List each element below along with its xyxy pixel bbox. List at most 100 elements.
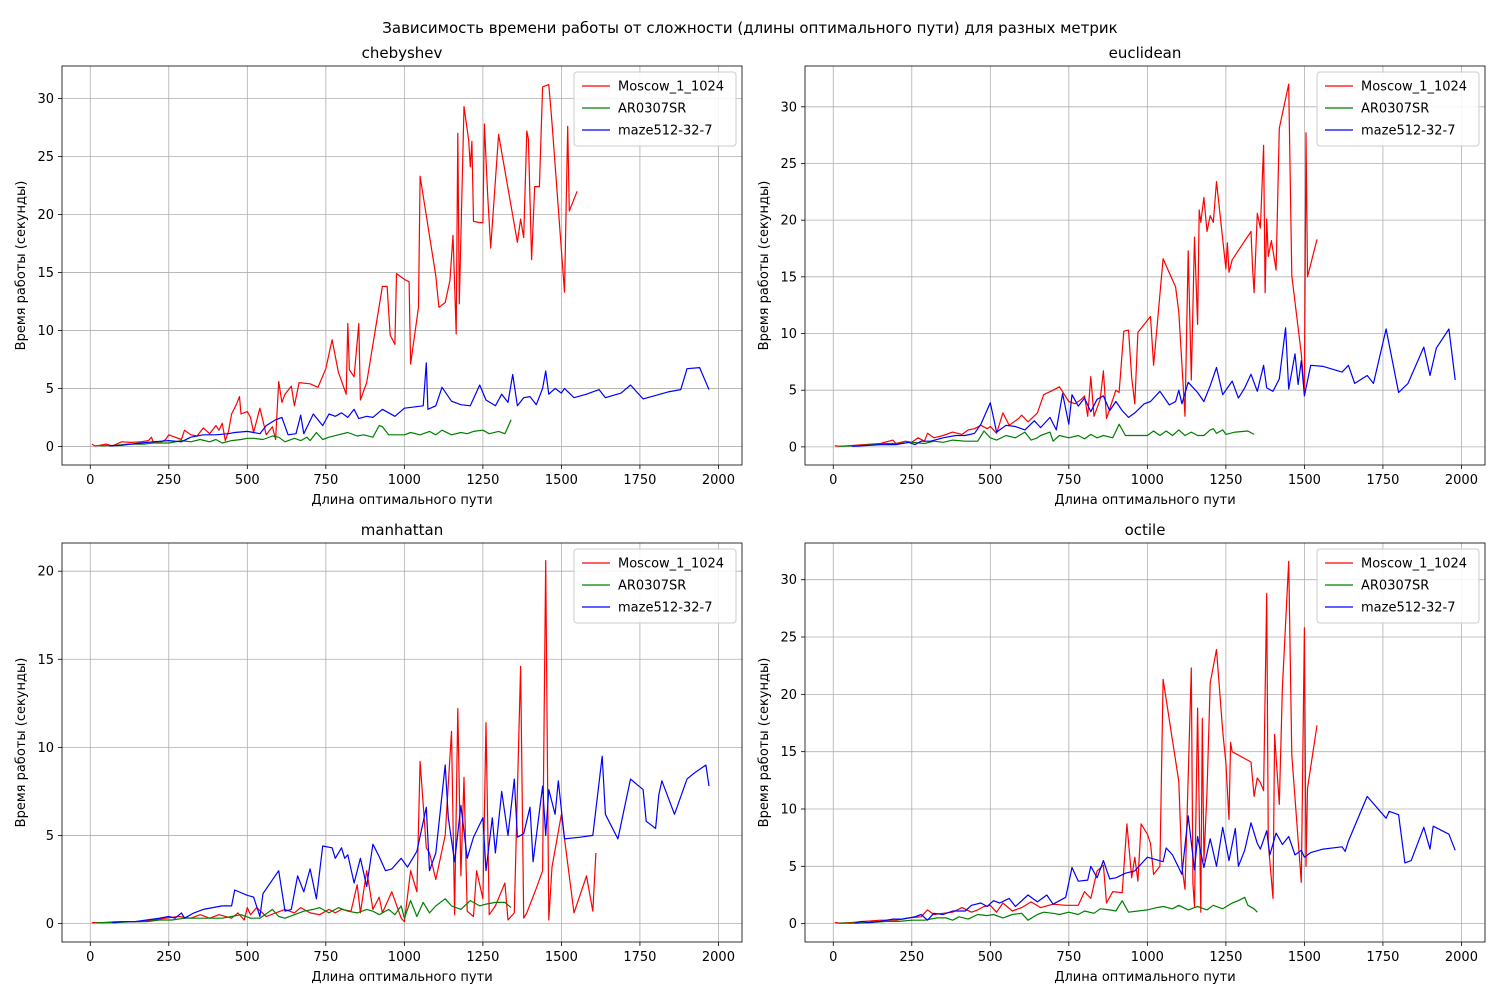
- chart-2-series-line-1: [834, 83, 1318, 447]
- chart-1-xtick-label: 1750: [623, 473, 656, 488]
- chart-1-xlabel: Длина оптимального пути: [311, 493, 492, 508]
- chart-2-xtick-label: 1500: [1288, 473, 1321, 488]
- chart-1-ytick-label: 25: [37, 150, 54, 165]
- chart-2-legend-entry: Moscow_1_1024: [1361, 80, 1467, 95]
- chart-3-legend-entry: maze512-32-7: [618, 601, 712, 616]
- chart-2-series-line-3: [852, 327, 1456, 447]
- chart-4-plot-area: [834, 560, 1456, 924]
- chart-4-ytick-label: 25: [780, 631, 797, 646]
- chart-4-ytick-label: 10: [780, 803, 797, 818]
- chart-1-legend-entry: maze512-32-7: [618, 124, 712, 139]
- chart-1-series-line-1: [91, 84, 578, 447]
- chart-1-ytick-label: 0: [46, 440, 54, 455]
- chart-2-series-line-2: [839, 423, 1255, 447]
- chart-1-series-line-3: [109, 362, 710, 447]
- chart-3: 0 250 500 750 1000 1250 1500 1750 2000 0 5 10 15 20 ma…: [14, 521, 743, 985]
- chart-2-grid: [805, 66, 1485, 465]
- chart-1-ytick-label: 30: [37, 92, 54, 107]
- chart-4-xtick-label: 1000: [1131, 950, 1164, 965]
- chart-1-ytick-label: 20: [37, 208, 54, 223]
- chart-1-xtick-label: 750: [313, 473, 338, 488]
- chart-3-xtick-label: 500: [235, 950, 260, 965]
- chart-4-xlabel: Длина оптимального пути: [1054, 970, 1235, 985]
- chart-4-xtick-label: 750: [1056, 950, 1081, 965]
- chart-3-xtick-label: 250: [156, 950, 181, 965]
- chart-3-axes-frame: [61, 542, 743, 943]
- chart-1-xtick-label: 2000: [702, 473, 735, 488]
- chart-1-xtick-label: 1000: [388, 473, 421, 488]
- chart-3-xlabel: Длина оптимального пути: [311, 970, 492, 985]
- chart-4-axes-frame: [804, 542, 1486, 943]
- chart-1-ytick-label: 10: [37, 324, 54, 339]
- chart-2-xtick-label: 500: [978, 473, 1003, 488]
- chart-3-xtick-label: 1750: [623, 950, 656, 965]
- chart-2-plot-area: [834, 83, 1456, 447]
- chart-2-legend-box: [1316, 71, 1480, 147]
- chart-3-title: manhattan: [361, 521, 443, 539]
- chart-3-xtick-label: 1000: [388, 950, 421, 965]
- chart-2-axes-frame: [804, 65, 1486, 466]
- chart-3-series-line-2: [96, 898, 512, 924]
- chart-2: 0 250 500 750 1000 1250 1500 1750 2000 0 5 10 15 20 25…: [757, 44, 1486, 508]
- chart-2-xtick-label: 1000: [1131, 473, 1164, 488]
- chart-1-legend: Moscow_1_1024 AR0307SR maze512-32-7: [573, 71, 737, 147]
- chart-4-series-line-1: [834, 560, 1318, 924]
- chart-3-xtick-label: 1500: [545, 950, 578, 965]
- chart-1-plot-area: [91, 84, 710, 447]
- chart-3-ytick-label: 10: [37, 741, 54, 756]
- chart-4-legend-entry: maze512-32-7: [1361, 601, 1455, 616]
- chart-3-legend-box: [573, 548, 737, 624]
- chart-4-title: octile: [1125, 521, 1166, 539]
- chart-2-xtick-label: 2000: [1445, 473, 1478, 488]
- chart-2-legend-entry: maze512-32-7: [1361, 124, 1455, 139]
- chart-1-xtick-label: 0: [86, 473, 94, 488]
- chart-4-xtick-label: 0: [829, 950, 837, 965]
- chart-2-ytick-label: 0: [789, 440, 797, 455]
- chart-4-xtick-label: 1750: [1366, 950, 1399, 965]
- chart-1-title: chebyshev: [362, 44, 443, 62]
- chart-3-legend: Moscow_1_1024 AR0307SR maze512-32-7: [573, 548, 737, 624]
- chart-1: 0 250 500 750 1000 1250 1500 1750 2000 0 5 10 15 20 25…: [14, 44, 743, 508]
- chart-1-ytick-label: 15: [37, 266, 54, 281]
- chart-4-ytick-label: 20: [780, 688, 797, 703]
- chart-2-xlabel: Длина оптимального пути: [1054, 493, 1235, 508]
- chart-4-xtick-label: 1500: [1288, 950, 1321, 965]
- chart-4-ytick-label: 30: [780, 573, 797, 588]
- chart-3-xtick-label: 1250: [466, 950, 499, 965]
- chart-1-legend-entry: AR0307SR: [618, 102, 686, 117]
- chart-3-series-line-3: [112, 755, 710, 924]
- chart-2-xtick-label: 250: [899, 473, 924, 488]
- chart-2-ylabel: Время работы (секунды): [757, 181, 772, 351]
- chart-2-ytick-label: 5: [789, 384, 797, 399]
- chart-3-xtick-label: 0: [86, 950, 94, 965]
- chart-4-legend: Moscow_1_1024 AR0307SR maze512-32-7: [1316, 548, 1480, 624]
- chart-4-legend-box: [1316, 548, 1480, 624]
- figure-suptitle: Зависимость времени работы от сложности …: [382, 19, 1117, 37]
- chart-2-ytick-label: 25: [780, 157, 797, 172]
- chart-2-legend-entry: AR0307SR: [1361, 102, 1429, 117]
- chart-1-legend-entry: Moscow_1_1024: [618, 80, 724, 95]
- chart-4-legend-entry: Moscow_1_1024: [1361, 557, 1467, 572]
- chart-4-xtick-label: 2000: [1445, 950, 1478, 965]
- chart-4-xtick-label: 1250: [1209, 950, 1242, 965]
- chart-1-ylabel: Время работы (секунды): [14, 181, 29, 351]
- chart-4-ytick-label: 15: [780, 745, 797, 760]
- chart-3-xtick-label: 750: [313, 950, 338, 965]
- chart-4-xtick-label: 500: [978, 950, 1003, 965]
- chart-2-ytick-label: 10: [780, 327, 797, 342]
- chart-1-legend-box: [573, 71, 737, 147]
- subplots-grid: 0 250 500 750 1000 1250 1500 1750 20000510152025…: [14, 44, 1486, 985]
- chart-2-ytick-label: 15: [780, 270, 797, 285]
- chart-3-ytick-label: 5: [46, 829, 54, 844]
- chart-3-legend-entry: AR0307SR: [618, 579, 686, 594]
- chart-4-ytick-label: 5: [789, 860, 797, 875]
- chart-4-legend-entry: AR0307SR: [1361, 579, 1429, 594]
- chart-4-xtick-label: 250: [899, 950, 924, 965]
- chart-2-title: euclidean: [1109, 44, 1182, 62]
- chart-2-ytick-label: 20: [780, 214, 797, 229]
- chart-2-xtick-label: 0: [829, 473, 837, 488]
- chart-3-plot-area: [91, 560, 710, 924]
- chart-1-xtick-label: 250: [156, 473, 181, 488]
- chart-3-ylabel: Время работы (секунды): [14, 658, 29, 828]
